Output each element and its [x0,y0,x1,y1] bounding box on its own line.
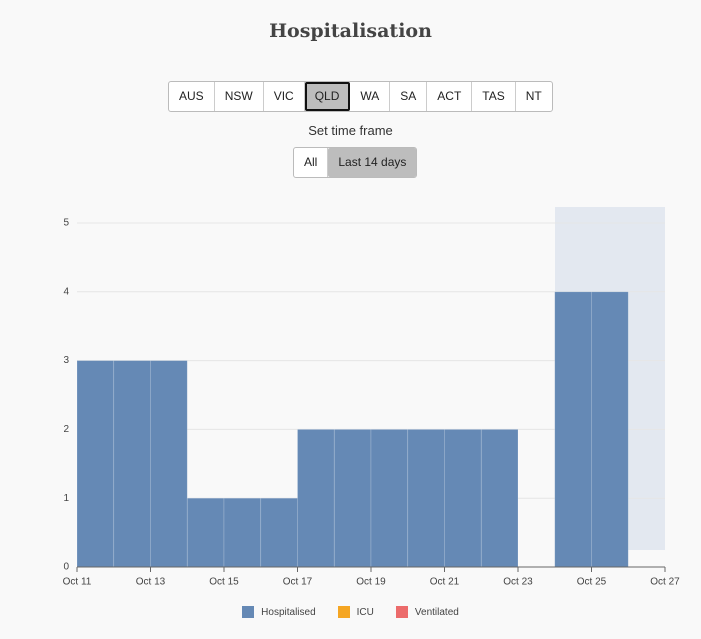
legend-label: Ventilated [414,606,459,618]
bar [223,497,262,568]
x-tick-label: Oct 13 [136,577,166,588]
chart-title: Hospitalisation [269,20,432,42]
y-tick-label: 3 [63,355,69,366]
region-button[interactable]: ACT [427,82,473,111]
legend: Hospitalised ICU Ventilated [0,606,701,618]
time-frame-button[interactable]: Last 14 days [328,148,417,177]
y-tick-label: 0 [63,562,69,573]
region-button[interactable]: WA [350,82,391,111]
y-tick-label: 2 [63,424,69,435]
chart: 0 1 2 3 4 5 Oct 11 Oct 13 Oct 15 Oct 17 Oct 19 Oct … [63,207,680,588]
legend-swatch [337,606,350,618]
time-frame-button[interactable]: All [294,148,329,177]
legend-item: ICU [337,606,374,618]
bar [407,429,445,568]
bar [150,360,188,568]
bar [480,429,519,568]
legend-item: Hospitalised [242,606,316,618]
y-tick-label: 5 [63,218,69,229]
region-button[interactable]: NSW [215,82,264,111]
time-frame-selector: All Last 14 days [293,147,418,178]
x-tick-label: Oct 25 [577,577,607,588]
legend-item: Ventilated [395,606,459,618]
region-button[interactable]: NT [525,89,542,103]
bar [333,429,372,568]
x-tick-label: Oct 17 [283,577,313,588]
legend-label: ICU [356,606,374,618]
bar [186,497,225,568]
x-tick-label: Oct 15 [209,577,239,588]
x-tick-label: Oct 27 [650,577,680,588]
legend-swatch [242,606,255,618]
y-tick-label: 1 [63,493,69,504]
x-tick-label: Oct 11 [63,577,92,588]
x-tick-label: Oct 21 [430,577,460,588]
bar [297,429,335,568]
bar [554,291,592,568]
bar [260,497,298,568]
legend-swatch [395,606,408,618]
y-tick-label: 4 [63,286,69,297]
region-selector: AUS NSW VIC QLD WA SA ACT TAS NT [168,81,553,112]
legend-label: Hospitalised [261,606,316,618]
region-button[interactable]: SA [390,82,428,111]
x-tick-label: Oct 19 [356,577,386,588]
time-frame-label: Set time frame [308,123,393,138]
region-button[interactable]: AUS [169,82,215,111]
region-button[interactable]: VIC [264,82,305,111]
bar [370,429,409,568]
region-button[interactable]: QLD [304,82,351,111]
region-button[interactable]: TAS [472,82,516,111]
x-tick-label: Oct 23 [503,577,533,588]
bar [444,429,482,568]
bar [591,291,629,568]
bar [113,360,151,568]
bar [76,360,115,568]
